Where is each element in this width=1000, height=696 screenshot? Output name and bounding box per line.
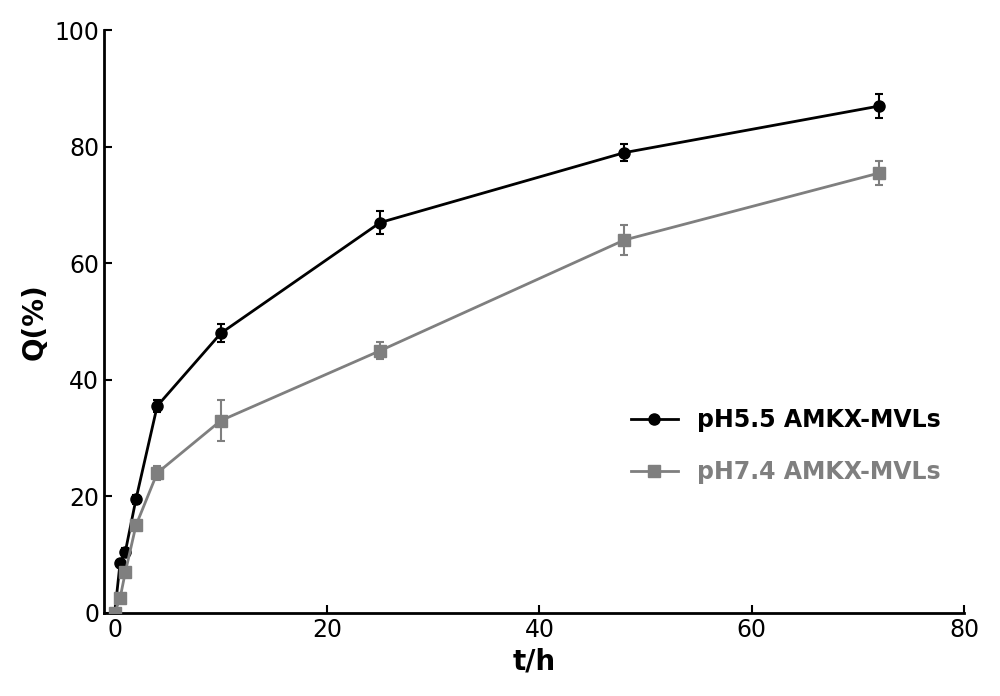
Y-axis label: Q(%): Q(%) bbox=[21, 283, 49, 360]
Legend: pH5.5 AMKX-MVLs, pH7.4 AMKX-MVLs: pH5.5 AMKX-MVLs, pH7.4 AMKX-MVLs bbox=[619, 396, 952, 496]
X-axis label: t/h: t/h bbox=[513, 647, 556, 675]
